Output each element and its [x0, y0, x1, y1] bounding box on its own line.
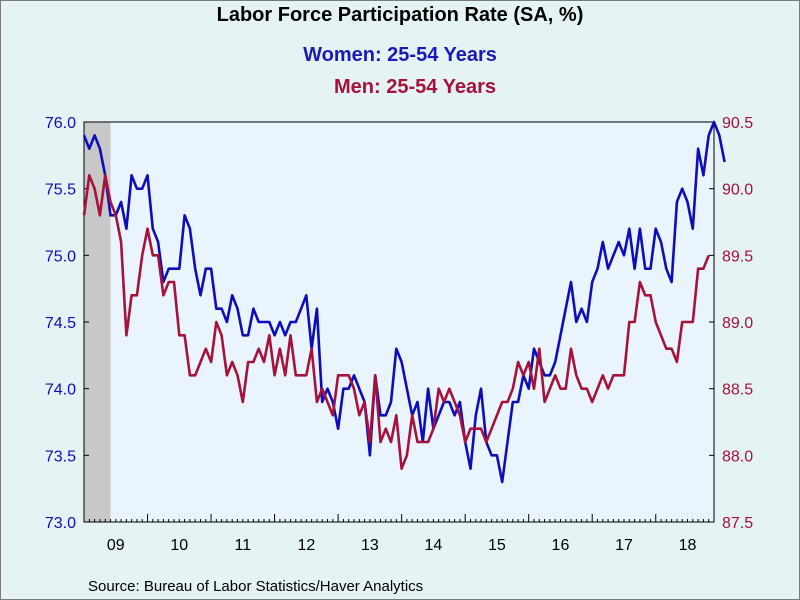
- right-axis-label: 88.5: [722, 382, 753, 399]
- right-axis-label: 90.5: [722, 115, 753, 132]
- left-axis-label: 73.0: [45, 515, 76, 532]
- left-axis-label: 74.5: [45, 315, 76, 332]
- x-axis-label: 11: [235, 537, 252, 554]
- x-axis-label: 10: [170, 537, 188, 554]
- left-axis-label: 74.0: [45, 382, 76, 399]
- left-axis-label: 76.0: [45, 115, 76, 132]
- men-series-line: [82, 174, 710, 471]
- right-axis-label: 87.5: [722, 515, 753, 532]
- right-axis-label: 89.0: [722, 315, 753, 332]
- x-axis-label: 14: [425, 537, 443, 554]
- left-axis-label: 75.0: [45, 248, 76, 265]
- x-axis-label: 13: [361, 537, 379, 554]
- x-axis-label: 15: [488, 537, 506, 554]
- x-axis-label: 12: [297, 537, 315, 554]
- left-axis-label: 75.5: [45, 182, 76, 199]
- right-axis-label: 88.0: [722, 448, 753, 465]
- right-axis-label: 89.5: [722, 248, 753, 265]
- x-axis-label: 17: [615, 537, 633, 554]
- women-series-line: [82, 120, 726, 484]
- x-axis-label: 09: [107, 537, 125, 554]
- right-axis-label: 90.0: [722, 182, 753, 199]
- left-axis-label: 73.5: [45, 448, 76, 465]
- legend-men: Men: 25-54 Years: [334, 76, 496, 98]
- legend-women: Women: 25-54 Years: [303, 44, 497, 66]
- chart-title: Labor Force Participation Rate (SA, %): [216, 4, 584, 26]
- x-axis-label: 16: [552, 537, 570, 554]
- source-note: Source: Bureau of Labor Statistics/Haver…: [88, 578, 424, 595]
- x-axis-label: 18: [679, 537, 697, 554]
